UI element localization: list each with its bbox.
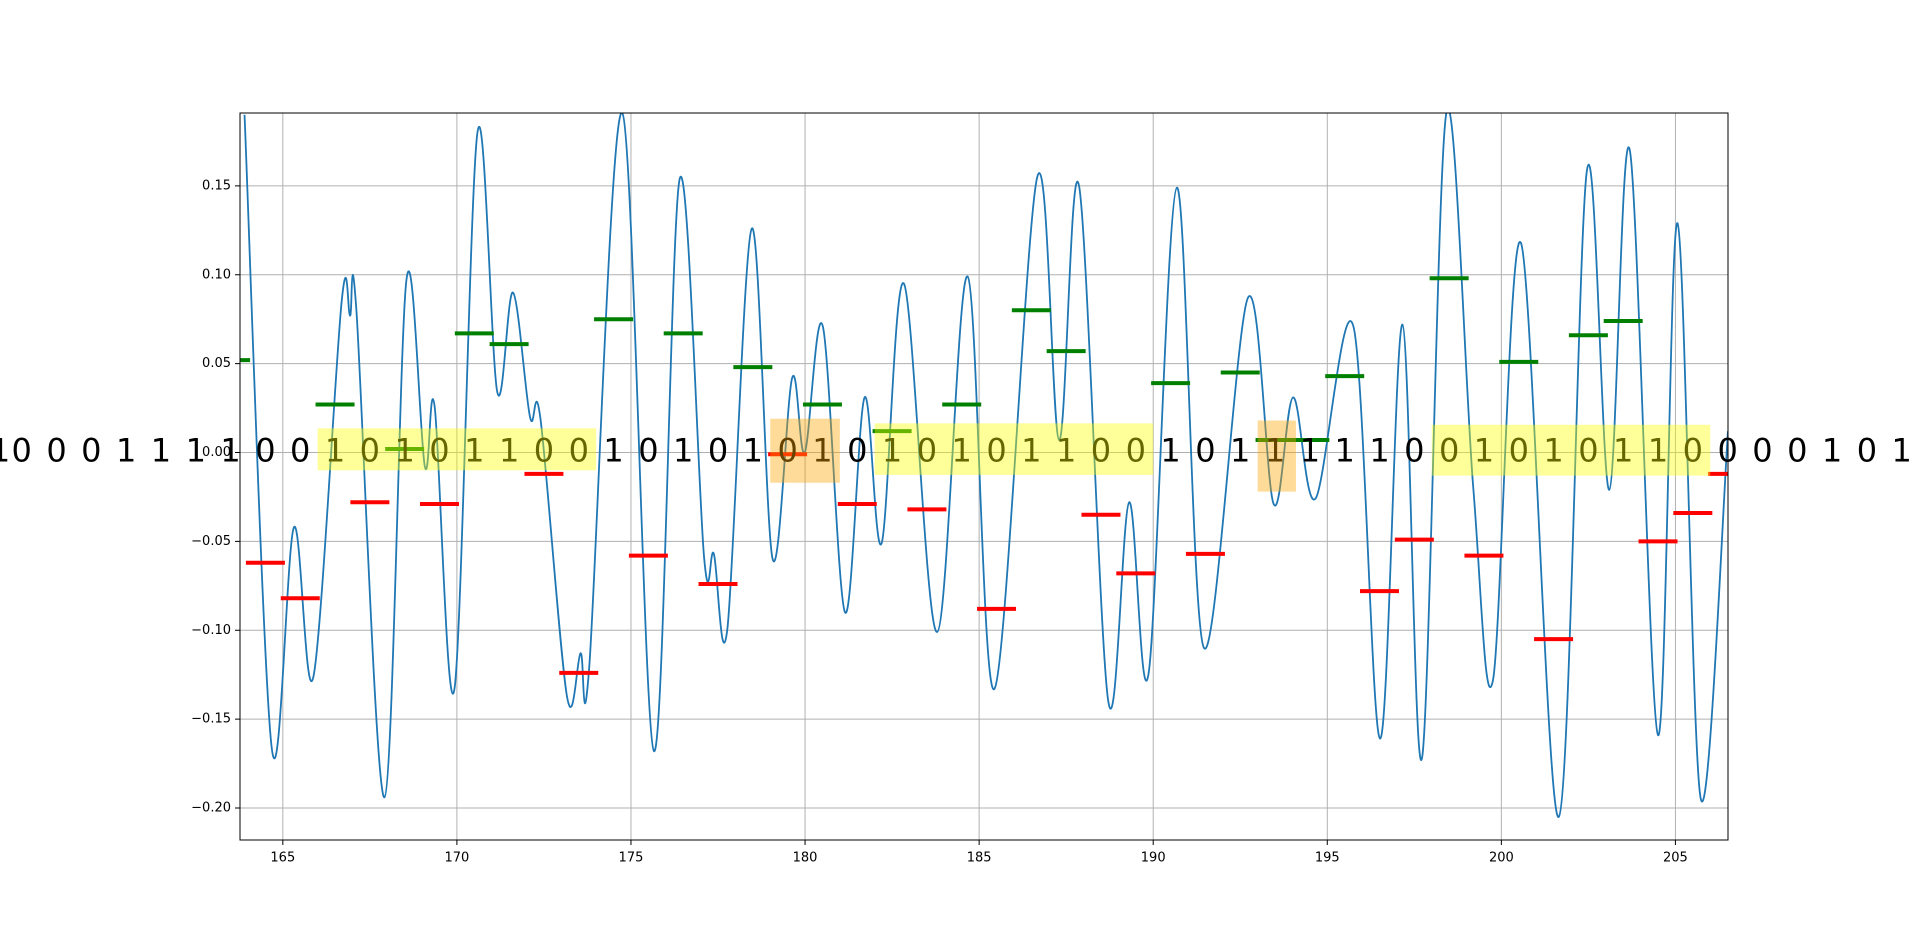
x-tick-label: 190 [1141,851,1166,866]
bit-label: 1 [499,432,519,470]
y-tick-label: −0.20 [191,801,231,816]
x-tick-label: 200 [1489,851,1514,866]
bit-label: 1 [1613,432,1633,470]
bit-label: 1 [1335,432,1355,470]
highlight-region [1431,424,1711,476]
x-tick-label: 165 [270,851,295,866]
bit-label: 0 [46,432,66,470]
bit-label: 0 [569,432,589,470]
x-tick-label: 185 [967,851,992,866]
bit-label: 1 [1056,432,1076,470]
bit-label: 0 [1578,432,1598,470]
bit-label: 1 [1822,432,1842,470]
bit-label: 1 [812,432,832,470]
y-tick-label: 0.15 [202,178,231,193]
grid [240,113,1728,840]
y-tick-label: 0.10 [202,267,231,282]
bit-label: 1 [464,432,484,470]
bit-label: 1 [603,432,623,470]
bit-label: 0 [917,432,937,470]
bit-label: 1 [1474,432,1494,470]
y-tick-label: −0.05 [191,534,231,549]
bit-label: 1 [1230,432,1250,470]
x-tick-label: 195 [1315,851,1340,866]
bit-label: 0 [1404,432,1424,470]
bit-label: 0 [255,432,275,470]
bit-label: 1 [220,432,240,470]
bit-label: 1 [882,432,902,470]
bit-label: 0 [986,432,1006,470]
bit-label: 0 [81,432,101,470]
bit-label: 1 [116,432,136,470]
highlight-region [1257,420,1296,492]
x-tick-label: 170 [444,851,469,866]
bit-label: 1 [325,432,345,470]
bit-label: 0 [847,432,867,470]
bit-label: 1 [151,432,171,470]
bit-label: 0 [12,432,32,470]
bit-label: 1 [1543,432,1563,470]
bit-label: 0 [1195,432,1215,470]
plot-area [240,113,1728,818]
bit-label: 0 [290,432,310,470]
y-tick-label: 0.00 [202,445,231,460]
bit-label: 1 [394,432,414,470]
bit-label: 1 [1648,432,1668,470]
signal-curve [243,113,1728,818]
bit-label: 1 [1021,432,1041,470]
bit-label: 0 [429,432,449,470]
bit-label: 0 [1752,432,1772,470]
bit-label: 0 [1683,432,1703,470]
bit-label: 1 [743,432,763,470]
bit-label: 1 [1892,432,1912,470]
highlight-region [770,418,840,483]
bit-label: 1 [1160,432,1180,470]
ticks: 165 170 175 180 185 190 195 200 205 −0.20 −0.15 −0.… [191,178,1688,865]
y-tick-label: −0.10 [191,623,231,638]
x-tick-label: 175 [619,851,644,866]
highlight-region [317,428,597,471]
highlight-region [874,423,1154,475]
bit-label: 0 [1126,432,1146,470]
bit-label: 0 [1509,432,1529,470]
axes-frame [239,112,1729,841]
x-tick-label: 180 [793,851,818,866]
y-tick-label: −0.15 [191,712,231,727]
bit-label: 0 [534,432,554,470]
bit-label: 0 [1091,432,1111,470]
bit-label: 1 [673,432,693,470]
bit-label: 0 [360,432,380,470]
bit-label: 1 [0,432,10,470]
bit-label: 0 [777,432,797,470]
bit-label: 1 [1265,432,1285,470]
bit-label: 1 [1369,432,1389,470]
bit-label: 1 [1300,432,1320,470]
bit-label: 1 [952,432,972,470]
bit-label: 0 [1439,432,1459,470]
bit-label: 0 [1857,432,1877,470]
bit-label: 0 [708,432,728,470]
x-tick-label: 205 [1663,851,1688,866]
y-tick-label: 0.05 [202,356,231,371]
bit-label: 1 [186,432,206,470]
bit-label: 0 [1787,432,1807,470]
bit-label: 0 [638,432,658,470]
